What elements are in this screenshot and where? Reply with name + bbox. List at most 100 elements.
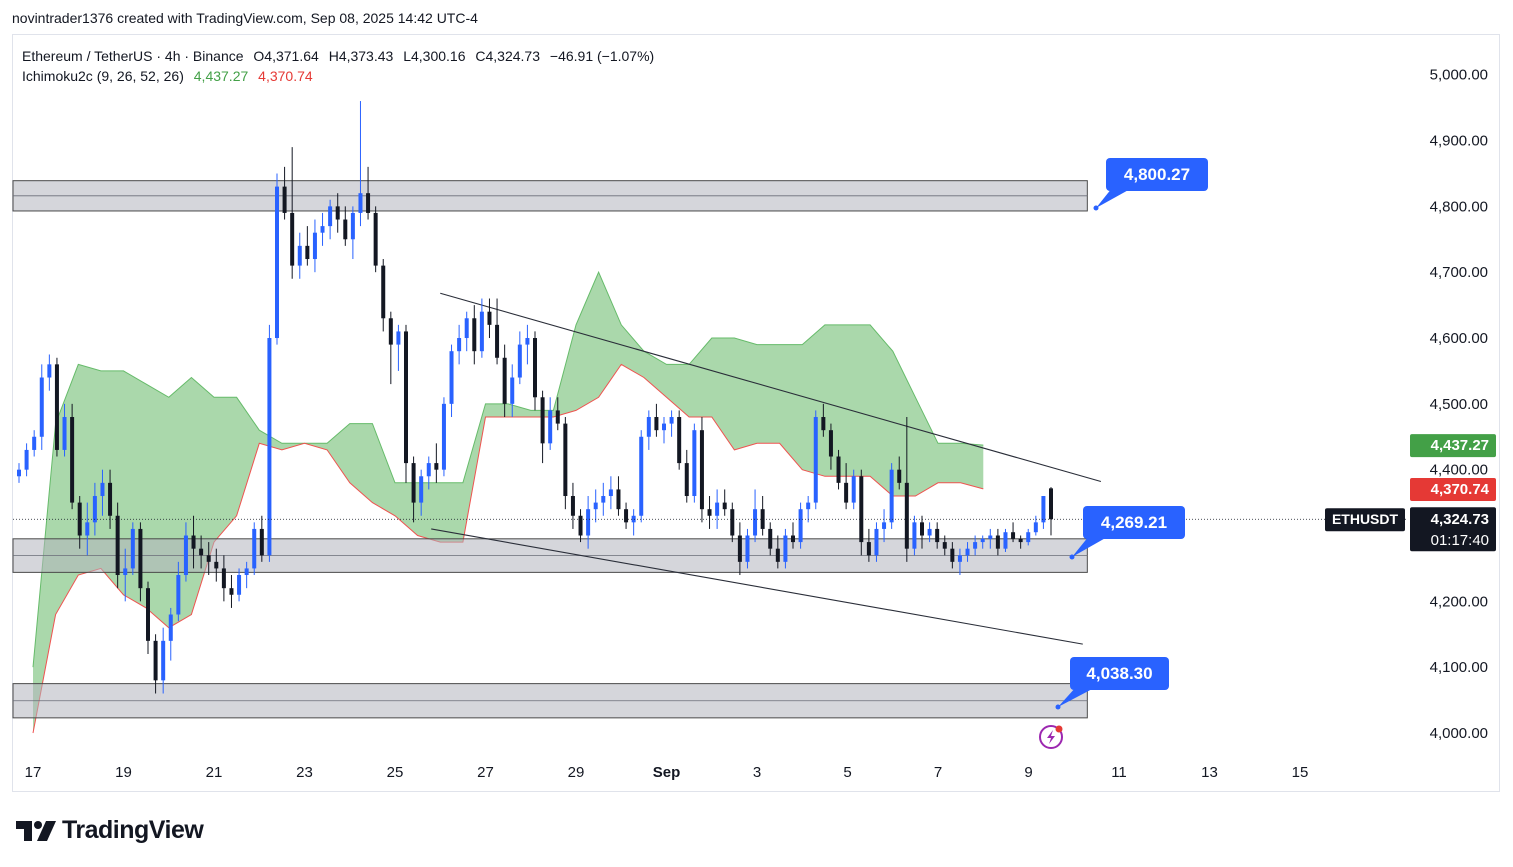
candle xyxy=(563,417,568,510)
candle xyxy=(950,542,955,569)
candle xyxy=(631,509,636,536)
candle-body xyxy=(866,542,871,556)
candle-body xyxy=(1011,532,1016,539)
footer-logo[interactable]: TradingView xyxy=(16,816,204,845)
candle-body xyxy=(130,528,135,569)
x-tick-label: 23 xyxy=(296,764,313,781)
candle xyxy=(753,489,758,543)
candle-body xyxy=(70,417,75,503)
candle xyxy=(608,476,613,510)
candle-body xyxy=(942,542,947,549)
symbol-tag-bg xyxy=(1325,508,1405,532)
candle xyxy=(715,489,720,529)
candle xyxy=(161,627,166,694)
candle xyxy=(920,515,924,549)
candle xyxy=(995,528,1000,556)
candle-body xyxy=(988,535,993,539)
candle-body xyxy=(366,193,371,213)
candle xyxy=(244,561,249,589)
candle xyxy=(17,463,21,483)
candle xyxy=(123,548,128,602)
candle xyxy=(927,522,932,543)
candle-body xyxy=(920,522,924,536)
candle-body xyxy=(904,482,909,549)
candle-body xyxy=(419,476,424,503)
candle xyxy=(525,324,530,365)
price-callout-dot xyxy=(1055,704,1061,710)
candle xyxy=(396,324,401,371)
candle-body xyxy=(305,245,310,260)
candle xyxy=(449,344,454,418)
candle-body xyxy=(426,463,431,477)
candle xyxy=(859,469,864,556)
candle xyxy=(85,502,90,556)
price-callout-0: 4,800.27 xyxy=(1093,158,1208,211)
candle xyxy=(836,449,841,490)
candle-body xyxy=(935,528,940,543)
y-tick-label: 5,000.00 xyxy=(1430,67,1488,84)
candle-body xyxy=(350,212,355,240)
candle-body xyxy=(373,212,378,266)
candle-body xyxy=(1003,532,1008,549)
candle xyxy=(221,555,226,602)
candle-body xyxy=(457,338,462,352)
price-callout-text: 4,269.21 xyxy=(1101,513,1167,532)
candle xyxy=(517,331,522,385)
countdown: 01:17:40 xyxy=(1431,532,1489,549)
price-axis[interactable]: 5,000.00 4,900.00 4,800.00 4,700.00 4,600.00… xyxy=(1430,67,1488,742)
candle xyxy=(745,528,750,569)
candle xyxy=(328,199,333,240)
candle xyxy=(677,410,682,470)
candle-body xyxy=(593,502,598,510)
price-callout-2: 4,038.30 xyxy=(1055,657,1169,710)
candle xyxy=(320,212,325,246)
candle xyxy=(730,502,735,543)
candle-body xyxy=(47,364,52,378)
candle-body xyxy=(980,538,985,543)
candle xyxy=(259,515,264,562)
candle xyxy=(1003,528,1008,552)
candle xyxy=(844,463,849,510)
candle-body xyxy=(123,568,128,576)
candles xyxy=(13,101,1408,694)
ohlc-change: −46.91 (−1.07%) xyxy=(549,48,655,64)
x-tick-label: 25 xyxy=(387,764,404,781)
y-tick-label: 4,100.00 xyxy=(1430,659,1488,676)
candle-body xyxy=(563,423,568,497)
candle-body xyxy=(388,318,393,345)
candle-body xyxy=(973,542,978,549)
candle-body xyxy=(495,324,500,358)
time-axis[interactable]: 17 19 21 23 25 27 29 Sep 3 5 7 9 11 13 15 xyxy=(25,764,1309,781)
candle xyxy=(146,581,150,655)
candle-body xyxy=(85,522,90,536)
candle-body xyxy=(320,226,325,233)
x-tick-label: 21 xyxy=(206,764,223,781)
candle-body xyxy=(237,575,242,595)
candle-body xyxy=(957,555,962,562)
x-tick-label: 15 xyxy=(1292,764,1309,781)
candle xyxy=(290,147,295,279)
candle-body xyxy=(146,588,150,641)
candle-body xyxy=(737,535,742,562)
candle-body xyxy=(692,430,697,497)
candle xyxy=(935,522,940,549)
candle xyxy=(760,496,765,536)
candle xyxy=(669,410,674,437)
symbol-tag: ETHUSDT xyxy=(1325,508,1405,532)
candle xyxy=(70,403,75,510)
ichimoku-cloud xyxy=(32,270,984,734)
candle-body xyxy=(859,476,864,543)
y-tick-label: 4,000.00 xyxy=(1430,725,1488,742)
candle-body xyxy=(404,331,408,464)
candle-body xyxy=(517,344,522,378)
candle-body xyxy=(844,482,849,503)
candle-body xyxy=(32,436,37,450)
candle xyxy=(555,397,560,431)
candle xyxy=(441,397,446,477)
alert-icon[interactable] xyxy=(1039,725,1063,749)
candle-body xyxy=(168,614,173,641)
candle xyxy=(1041,496,1046,529)
price-callout-dot xyxy=(1093,205,1099,211)
candle xyxy=(32,430,37,457)
